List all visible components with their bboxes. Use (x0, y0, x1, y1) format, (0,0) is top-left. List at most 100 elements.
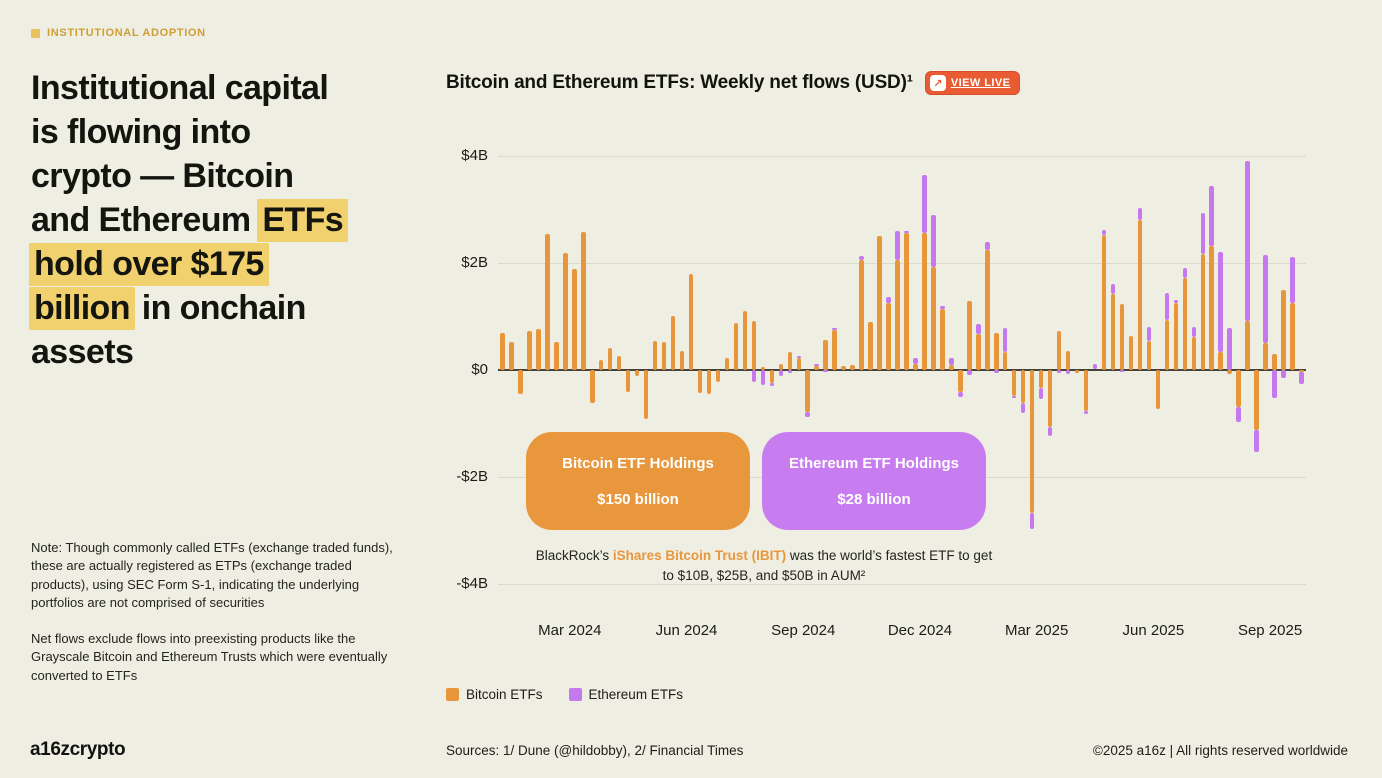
ethereum-bar (904, 230, 909, 234)
bitcoin-bar (688, 274, 694, 370)
bitcoin-bar (859, 260, 864, 370)
ethereum-bar (1065, 370, 1071, 374)
sources-line: Sources: 1/ Dune (@hildobby), 2/ Financi… (446, 743, 744, 758)
headline-text: assets (31, 333, 134, 371)
bitcoin-bar (715, 370, 721, 382)
bitcoin-bar (1146, 340, 1152, 370)
bitcoin-bar (1281, 289, 1286, 370)
callout-title: Ethereum ETF Holdings (788, 455, 959, 472)
ethereum-bar (805, 412, 810, 418)
bitcoin-bar (1236, 370, 1241, 407)
bitcoin-bar (823, 339, 828, 370)
ethereum-bar (1164, 292, 1170, 320)
callout-value: $28 billion (837, 491, 911, 508)
bitcoin-bar (805, 370, 810, 413)
annotation-text: was the world’s fastest ETF to get to $1… (662, 548, 993, 584)
bitcoin-bar (985, 249, 990, 370)
ethereum-bar (895, 231, 900, 260)
bitcoin-bar (598, 359, 604, 370)
bitcoin-bar (886, 302, 891, 370)
ethereum-bar (1002, 328, 1008, 353)
tag-label: INSTITUTIONAL ADOPTION (47, 27, 206, 39)
ethereum-bar (1173, 300, 1179, 304)
legend-swatch-icon (446, 688, 459, 701)
ethereum-bar (1146, 327, 1152, 341)
bitcoin-bar (1029, 370, 1035, 513)
headline-text: in onchain (132, 289, 307, 327)
x-axis-tick-label: Jun 2025 (1122, 622, 1185, 639)
ethereum-bar (1200, 213, 1205, 255)
ethereum-bar (976, 323, 981, 335)
bitcoin-bar (509, 342, 514, 370)
legend-item: Bitcoin ETFs (446, 687, 543, 702)
bitcoin-bar (1110, 294, 1116, 370)
y-axis-tick-label: $0 (471, 361, 488, 378)
ethereum-bar (1191, 327, 1197, 338)
ethereum-bar (1083, 410, 1089, 414)
bitcoin-bar (967, 300, 972, 370)
headline-highlight: ETFs (257, 199, 349, 242)
bitcoin-bar (1155, 370, 1161, 409)
ethereum-bar (769, 382, 775, 387)
bitcoin-bar (625, 370, 631, 392)
ethereum-bar (994, 370, 999, 373)
ethereum-bar (1029, 512, 1035, 529)
headline-highlight: hold over $175 (29, 243, 269, 286)
bitcoin-bar (1065, 350, 1071, 370)
bitcoin-bar (832, 330, 837, 370)
legend-swatch-icon (568, 688, 582, 701)
bitcoin-bar (895, 259, 900, 370)
ethereum-bar (1209, 185, 1214, 247)
bitcoin-bar (697, 370, 703, 393)
ethereum-bar (859, 256, 864, 261)
bitcoin-bar (1074, 370, 1080, 373)
ethereum-bar (1245, 160, 1250, 322)
x-axis-tick-label: Mar 2024 (538, 622, 602, 639)
view-live-button[interactable]: ↗ VIEW LIVE (924, 71, 1021, 95)
chart-legend: Bitcoin ETFs Ethereum ETFs (446, 687, 683, 702)
bitcoin-bar (706, 370, 712, 395)
y-axis-tick-label: -$4B (456, 575, 488, 592)
bitcoin-bar (500, 333, 505, 370)
bitcoin-bar (841, 365, 846, 370)
headline-text: is flowing into (31, 113, 251, 151)
ethereum-bar (940, 305, 945, 309)
bitcoin-bar (994, 333, 999, 370)
bitcoin-bar (1101, 234, 1107, 370)
legend-label: Bitcoin ETFs (466, 687, 543, 702)
ethereum-bar (1092, 363, 1098, 369)
bitcoin-bar (976, 334, 981, 370)
gridline (498, 263, 1306, 264)
bitcoin-bar (634, 370, 640, 376)
legend-item: Ethereum ETFs (568, 687, 683, 702)
bitcoin-bar (1164, 319, 1170, 370)
bitcoin-bar (643, 370, 649, 420)
y-axis-tick-label: -$2B (456, 468, 488, 485)
category-tag: INSTITUTIONAL ADOPTION (31, 27, 206, 39)
bitcoin-bar (850, 364, 855, 370)
external-link-icon: ↗ (929, 75, 946, 91)
ethereum-bar (1272, 370, 1277, 399)
ethereum-bar (1299, 372, 1304, 384)
ethereum-bar (1110, 283, 1116, 295)
headline: Institutional capital is flowing into cryp… (29, 66, 451, 374)
ethereum-bar (796, 356, 801, 359)
chart-title: Bitcoin and Ethereum ETFs: Weekly net fl… (446, 72, 913, 93)
bitcoin-bar (1218, 351, 1223, 370)
ethereum-bar (1290, 257, 1295, 304)
bitcoin-bar (563, 252, 568, 370)
bitcoin-bar (1263, 342, 1268, 370)
ethereum-bar (1218, 252, 1223, 352)
headline-text: crypto — Bitcoin (31, 157, 294, 195)
ethereum-bar (1137, 208, 1143, 220)
bitcoin-bar (1209, 246, 1214, 370)
footnotes: Note: Though commonly called ETFs (excha… (31, 539, 393, 685)
bitcoin-bar (868, 322, 873, 370)
x-axis-tick-label: Sep 2024 (771, 622, 836, 639)
bitcoin-bar (1299, 370, 1304, 373)
bitcoin-bar (1290, 303, 1295, 370)
gridline (498, 584, 1306, 585)
bitcoin-bar (581, 231, 586, 370)
ethereum-bar (1236, 406, 1241, 422)
